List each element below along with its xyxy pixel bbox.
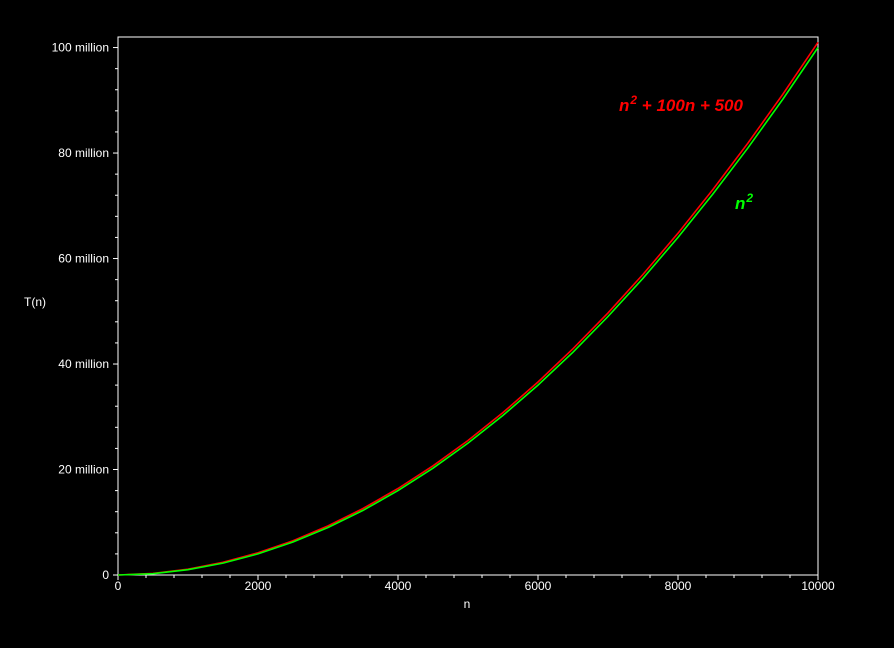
y-tick-label: 0 (102, 568, 109, 582)
annotation-part: + 500 (695, 96, 743, 115)
series-line-1 (117, 47, 819, 576)
annotation-part: 2 (629, 93, 637, 107)
annotation-part: n (685, 96, 695, 115)
y-tick-label: 60 million (58, 252, 109, 266)
annotation-part: n (735, 194, 745, 213)
annotation-red-polynomial: n2 + 100n + 500 (619, 93, 744, 115)
plot-frame (117, 36, 819, 576)
y-tick-label: 20 million (58, 463, 109, 477)
annotation-part: + 100 (637, 96, 685, 115)
y-tick-label: 40 million (58, 357, 109, 371)
x-tick-label: 10000 (801, 579, 835, 593)
x-tick-label: 0 (115, 579, 122, 593)
x-tick-label: 2000 (245, 579, 272, 593)
annotation-part: 2 (745, 191, 753, 205)
x-tick-label: 6000 (525, 579, 552, 593)
y-tick-label: 100 million (52, 41, 109, 55)
annotation-part: n (619, 96, 629, 115)
x-axis: 0 2000 4000 6000 8000 10000 (115, 575, 835, 593)
y-axis: 0 20 million 40 million 60 million 80 millio… (52, 41, 118, 582)
x-tick-label: 8000 (665, 579, 692, 593)
x-axis-title: n (464, 597, 471, 611)
y-tick-label: 80 million (58, 146, 109, 160)
annotation-green-n-squared: n2 (735, 191, 753, 213)
series-line-0 (117, 41, 819, 576)
x-tick-label: 4000 (385, 579, 412, 593)
series-layer (117, 41, 819, 576)
y-axis-title: T(n) (24, 295, 46, 309)
